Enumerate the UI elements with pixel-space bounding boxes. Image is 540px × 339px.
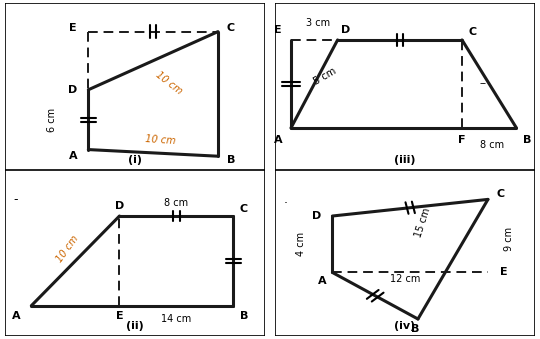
Text: C: C bbox=[497, 190, 505, 199]
Text: B: B bbox=[411, 324, 420, 334]
Text: (ii): (ii) bbox=[126, 321, 144, 331]
Text: 12 cm: 12 cm bbox=[390, 274, 420, 284]
Text: A: A bbox=[11, 311, 20, 321]
Text: C: C bbox=[240, 204, 248, 214]
Text: D: D bbox=[341, 25, 350, 35]
Text: 3 cm: 3 cm bbox=[306, 18, 330, 28]
Text: E: E bbox=[500, 267, 507, 278]
Text: --: -- bbox=[480, 78, 486, 88]
Text: C: C bbox=[468, 27, 476, 37]
Text: 6 cm: 6 cm bbox=[47, 107, 57, 132]
Text: (iii): (iii) bbox=[394, 155, 416, 164]
Text: (i): (i) bbox=[128, 155, 142, 164]
Text: -: - bbox=[14, 193, 18, 206]
Text: A: A bbox=[69, 151, 77, 161]
Text: 9 cm: 9 cm bbox=[504, 227, 514, 251]
Text: A: A bbox=[274, 135, 282, 145]
Text: B: B bbox=[227, 155, 235, 164]
Text: D: D bbox=[115, 201, 124, 211]
Text: D: D bbox=[68, 85, 77, 95]
Text: F: F bbox=[458, 135, 466, 145]
Text: D: D bbox=[312, 211, 321, 221]
Text: (iv): (iv) bbox=[394, 321, 416, 331]
Text: C: C bbox=[227, 23, 235, 33]
Text: B: B bbox=[523, 135, 531, 145]
Text: 5 cm: 5 cm bbox=[312, 66, 338, 87]
Text: 8 cm: 8 cm bbox=[480, 140, 504, 149]
Text: 10 cm: 10 cm bbox=[55, 234, 80, 264]
Text: E: E bbox=[69, 23, 77, 33]
Text: 8 cm: 8 cm bbox=[164, 198, 188, 208]
Text: 15 cm: 15 cm bbox=[414, 207, 433, 239]
Text: 10 cm: 10 cm bbox=[145, 134, 177, 146]
Text: E: E bbox=[274, 25, 282, 35]
Text: 4 cm: 4 cm bbox=[296, 232, 306, 256]
Text: 10 cm: 10 cm bbox=[153, 70, 184, 97]
Text: .: . bbox=[284, 193, 288, 206]
Text: A: A bbox=[318, 276, 326, 286]
Text: E: E bbox=[116, 311, 123, 321]
Text: B: B bbox=[240, 311, 248, 321]
Text: 14 cm: 14 cm bbox=[161, 314, 192, 324]
